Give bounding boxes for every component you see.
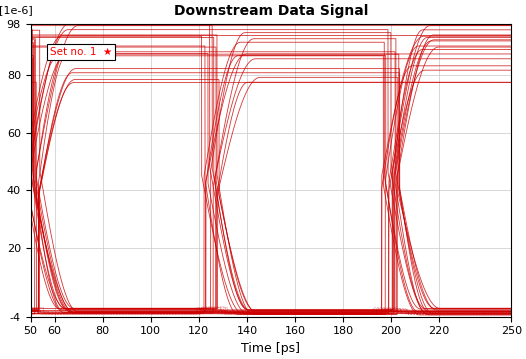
X-axis label: Time [ps]: Time [ps] — [241, 342, 300, 355]
Text: Set no. 1  ★: Set no. 1 ★ — [50, 47, 112, 57]
Title: Downstream Data Signal: Downstream Data Signal — [174, 4, 368, 18]
Text: [1e-6]: [1e-6] — [0, 5, 33, 15]
